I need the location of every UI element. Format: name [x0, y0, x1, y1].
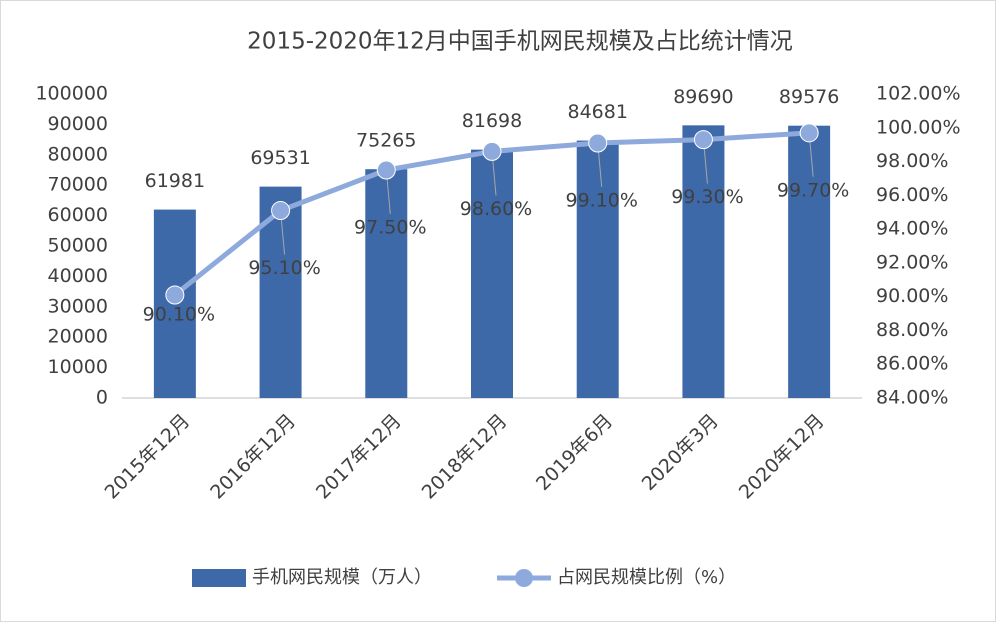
legend-label: 占网民规模比例（%）: [557, 567, 736, 588]
bar: [788, 125, 831, 398]
bar: [365, 169, 408, 398]
y2-tick-label: 96.00%: [876, 184, 948, 206]
y-tick-label: 70000: [48, 174, 108, 196]
y-tick-label: 30000: [48, 295, 108, 317]
y2-tick-label: 88.00%: [876, 319, 948, 341]
marker: [799, 123, 819, 143]
y2-tick-label: 102.00%: [876, 83, 961, 105]
legend-swatch: [192, 569, 246, 587]
marker: [588, 133, 608, 153]
y-tick-label: 90000: [48, 113, 108, 135]
bar-value-label: 84681: [567, 101, 627, 123]
y2-tick-label: 100.00%: [876, 116, 961, 138]
y-tick-label: 80000: [48, 143, 108, 165]
y2-tick-label: 92.00%: [876, 251, 948, 273]
y-tick-label: 100000: [35, 83, 108, 105]
y-tick-label: 60000: [48, 204, 108, 226]
line-value-label: 90.10%: [143, 303, 215, 325]
bar: [576, 140, 619, 398]
chart-title: 2015-2020年12月中国手机网民规模及占比统计情况: [247, 29, 793, 55]
y-tick-label: 50000: [48, 235, 108, 257]
marker: [165, 285, 185, 305]
bar-value-label: 61981: [145, 170, 205, 192]
y-tick-label: 40000: [48, 265, 108, 287]
line-value-label: 97.50%: [354, 217, 426, 239]
marker: [271, 201, 291, 221]
bar: [471, 149, 513, 398]
y-tick-label: 0: [96, 387, 108, 409]
y-tick-label: 10000: [48, 356, 108, 378]
bar: [682, 125, 725, 398]
y2-tick-label: 98.00%: [876, 150, 948, 172]
legend-label: 手机网民规模（万人）: [252, 567, 432, 588]
bar-value-label: 69531: [250, 147, 310, 169]
line-value-label: 99.10%: [565, 189, 637, 211]
y2-tick-label: 90.00%: [876, 285, 948, 307]
bar-value-label: 75265: [356, 130, 416, 152]
marker: [376, 160, 396, 180]
y-tick-label: 20000: [48, 326, 108, 348]
bar-value-label: 89576: [779, 86, 839, 108]
line-value-label: 98.60%: [460, 198, 532, 220]
legend-marker: [515, 569, 533, 587]
line-value-label: 95.10%: [248, 257, 320, 279]
y2-tick-label: 84.00%: [876, 387, 948, 409]
line-value-label: 99.30%: [671, 186, 743, 208]
bar-value-label: 81698: [462, 110, 522, 132]
marker: [482, 141, 502, 161]
y2-tick-label: 94.00%: [876, 218, 948, 240]
y2-tick-label: 86.00%: [876, 353, 948, 375]
bar-value-label: 89690: [673, 86, 733, 108]
line-value-label: 99.70%: [777, 179, 849, 201]
marker: [693, 130, 713, 150]
